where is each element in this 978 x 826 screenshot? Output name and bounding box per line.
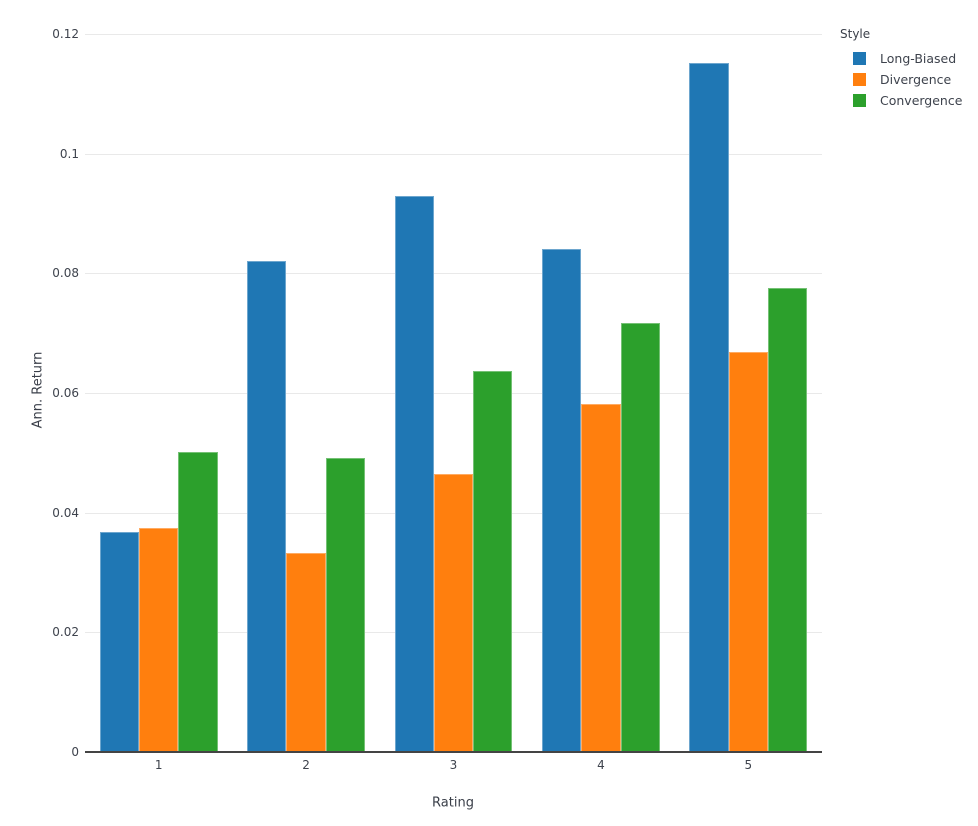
plot-area xyxy=(85,34,822,753)
x-tick-label: 3 xyxy=(449,758,458,772)
legend-item-convergence: Convergence xyxy=(853,90,962,111)
legend-items: Long-Biased Divergence Convergence xyxy=(840,48,962,111)
y-tick-label: 0.1 xyxy=(59,146,79,161)
legend-label: Long-Biased xyxy=(880,51,957,66)
legend-item-long-biased: Long-Biased xyxy=(853,48,962,69)
bar-divergence-rating-5 xyxy=(728,352,768,752)
legend-swatch-icon xyxy=(853,94,866,107)
x-axis-line xyxy=(85,751,822,753)
legend-swatch-icon xyxy=(853,52,866,65)
y-tick-label: 0.08 xyxy=(52,266,79,281)
legend-swatch-icon xyxy=(853,73,866,86)
x-axis-title: Rating xyxy=(432,795,474,811)
bar-convergence-rating-2 xyxy=(325,458,366,752)
legend: Style Long-Biased Divergence Convergence xyxy=(840,27,962,111)
y-tick-label: 0.12 xyxy=(52,27,79,41)
y-tick-label: 0.02 xyxy=(52,625,79,640)
bar-divergence-rating-3 xyxy=(433,473,474,752)
gridline xyxy=(85,153,822,155)
bar-divergence-rating-1 xyxy=(139,527,179,752)
legend-item-divergence: Divergence xyxy=(853,69,962,90)
gridline xyxy=(85,273,822,275)
x-tick-label: 2 xyxy=(302,758,310,772)
gridline xyxy=(85,34,822,35)
bar-divergence-rating-4 xyxy=(581,403,621,752)
bar-long-biased-rating-2 xyxy=(247,260,287,752)
x-tick-label: 1 xyxy=(154,758,163,772)
bar-convergence-rating-5 xyxy=(767,287,808,752)
bar-convergence-rating-1 xyxy=(178,452,218,752)
bar-convergence-rating-4 xyxy=(620,323,660,752)
bar-long-biased-rating-4 xyxy=(541,249,582,752)
x-tick-label: 5 xyxy=(744,758,753,772)
bar-convergence-rating-3 xyxy=(473,370,513,752)
y-tick-label: 0.06 xyxy=(52,386,79,400)
y-tick-label: 0 xyxy=(71,745,79,759)
bar-long-biased-rating-1 xyxy=(99,532,140,752)
x-tick-label: 4 xyxy=(597,758,605,772)
legend-label: Divergence xyxy=(880,72,952,87)
gridline xyxy=(85,393,822,394)
legend-label: Convergence xyxy=(880,93,963,108)
y-tick-label: 0.04 xyxy=(52,505,79,520)
bar-long-biased-rating-5 xyxy=(689,63,729,752)
legend-title: Style xyxy=(840,27,871,41)
bar-long-biased-rating-3 xyxy=(394,195,434,752)
bar-divergence-rating-2 xyxy=(286,552,326,752)
